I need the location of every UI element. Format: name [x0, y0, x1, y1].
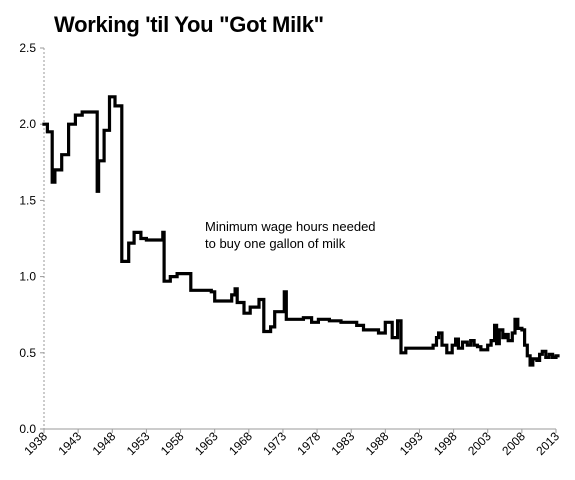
series-line — [42, 95, 560, 367]
x-tick-label: 2013 — [533, 429, 562, 458]
chart-annotation: Minimum wage hours needed to buy one gal… — [205, 218, 376, 252]
x-tick-label: 2003 — [465, 429, 494, 458]
x-tick-label: 1978 — [294, 429, 323, 458]
x-tick-label: 1948 — [90, 429, 119, 458]
x-tick-label: 1943 — [55, 429, 84, 458]
x-tick-label: 1973 — [260, 429, 289, 458]
x-tick-label: 1968 — [226, 429, 255, 458]
y-tick-label: 1.0 — [19, 270, 36, 284]
series — [42, 95, 560, 367]
x-tick-label: 1953 — [124, 429, 153, 458]
y-tick-label: 0.5 — [19, 346, 36, 360]
x-tick-label: 2008 — [499, 429, 528, 458]
annotation-line-1: Minimum wage hours needed — [205, 219, 376, 234]
y-tick-label: 2.5 — [19, 41, 36, 55]
x-tick-label: 1958 — [158, 429, 187, 458]
y-tick-label: 2.0 — [19, 117, 36, 131]
x-tick-label: 1988 — [363, 429, 392, 458]
chart-title: Working 'til You "Got Milk" — [54, 12, 324, 37]
x-tick-label: 1983 — [329, 429, 358, 458]
y-tick-label: 1.5 — [19, 193, 36, 207]
y-tick-label: 0.0 — [19, 422, 36, 436]
x-tick-label: 1993 — [397, 429, 426, 458]
x-tick-label: 1963 — [192, 429, 221, 458]
annotation-line-2: to buy one gallon of milk — [205, 236, 346, 251]
x-tick-label: 1998 — [431, 429, 460, 458]
